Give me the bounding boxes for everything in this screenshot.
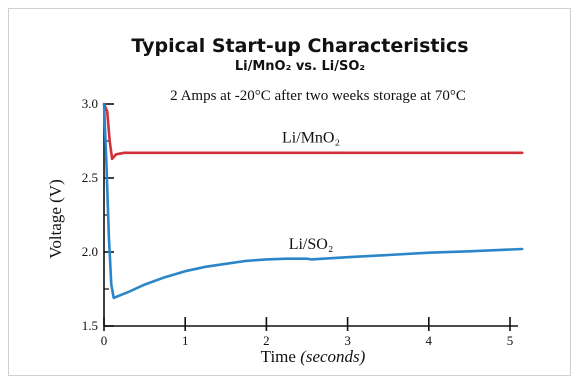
tick-labels: 1.5 2.0 2.5 3.0 0 1 2 3 4 5 (82, 96, 514, 348)
x-tick-label-2: 2 (263, 333, 270, 348)
x-tick-label-5: 5 (507, 333, 514, 348)
x-axis-label: Time (seconds) (261, 347, 366, 366)
series-line-1 (102, 102, 524, 300)
y-axis-label: Voltage (V) (46, 179, 65, 258)
chart-title-line2: Li/MnO₂ vs. Li/SO₂ (235, 59, 365, 74)
y-tick-label-3: 3.0 (82, 96, 98, 111)
chart-subtitle: 2 Amps at -20°C after two weeks storage … (170, 88, 466, 104)
x-tick-label-0: 0 (101, 333, 108, 348)
x-tick-label-1: 1 (182, 333, 189, 348)
y-tick-label-1: 2.0 (82, 244, 98, 259)
x-axis-label-text: Time (261, 347, 301, 366)
y-tick-label-2: 2.5 (82, 170, 98, 185)
chart-title: Typical Start-up Characteristics (131, 35, 468, 57)
x-axis-label-unit: (seconds) (300, 347, 365, 366)
chart-frame (8, 8, 571, 376)
series-label-1: Li/SO₂ (289, 236, 334, 253)
axes (103, 103, 518, 331)
series-line-0 (102, 102, 524, 161)
plot-area: Li/MnO₂ Li/SO₂ (102, 102, 524, 300)
y-tick-label-0: 1.5 (82, 318, 98, 333)
x-tick-label-4: 4 (426, 333, 433, 348)
x-tick-label-3: 3 (344, 333, 351, 348)
series-label-0: Li/MnO₂ (282, 129, 340, 146)
